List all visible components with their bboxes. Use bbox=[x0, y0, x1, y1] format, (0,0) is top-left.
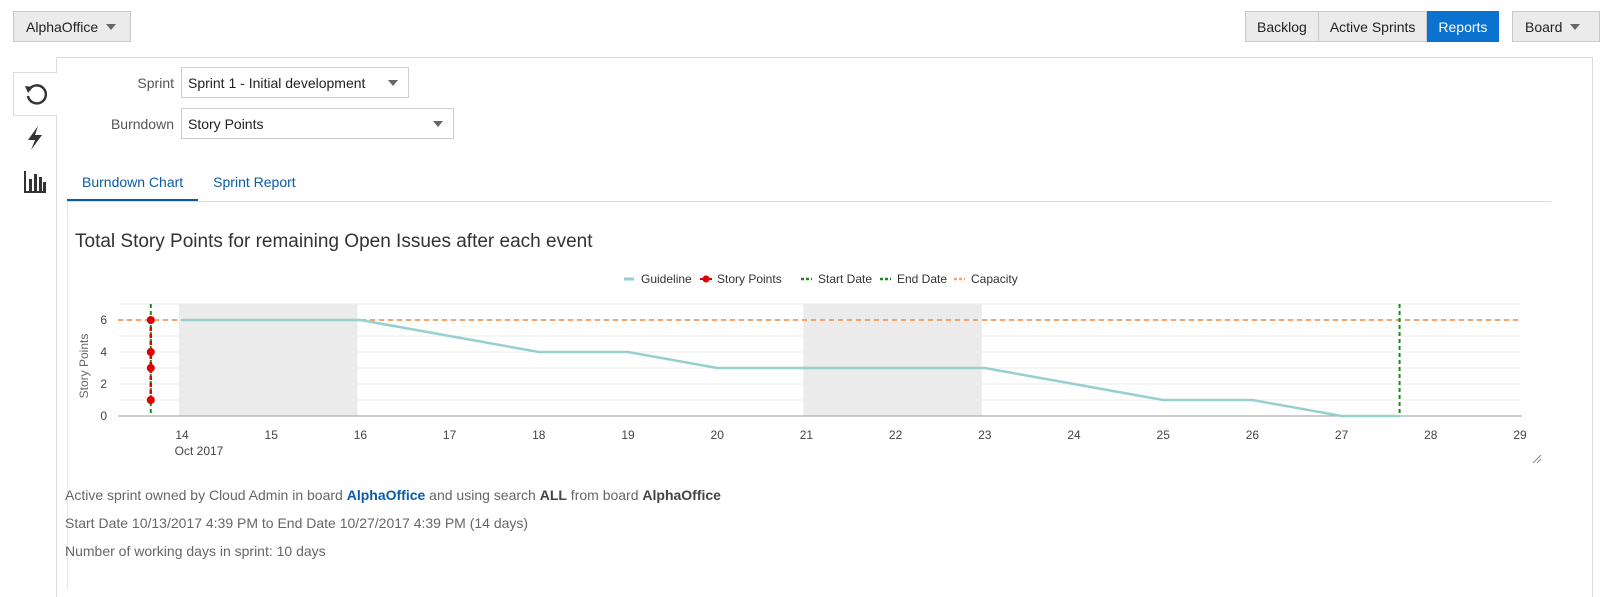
chevron-down-icon bbox=[433, 121, 443, 127]
chevron-down-icon bbox=[1570, 23, 1581, 30]
x-tick-label: 22 bbox=[889, 428, 903, 442]
y-tick-label: 4 bbox=[100, 345, 107, 359]
board-button[interactable]: Board bbox=[1512, 11, 1600, 42]
sprint-dates-info: Start Date 10/13/2017 4:39 PM to End Dat… bbox=[65, 515, 529, 531]
legend-label: Story Points bbox=[717, 272, 782, 286]
resize-handle-icon bbox=[1532, 454, 1542, 464]
nav-tabs: Backlog Active Sprints Reports bbox=[1245, 11, 1500, 42]
guideline-series bbox=[182, 318, 1400, 418]
x-tick-label: 25 bbox=[1157, 428, 1171, 442]
x-tick-label: 23 bbox=[978, 428, 992, 442]
sidebar-item-reports[interactable] bbox=[13, 160, 57, 204]
x-tick-label: 15 bbox=[265, 428, 279, 442]
chart-title: Total Story Points for remaining Open Is… bbox=[75, 231, 593, 252]
tabs-divider bbox=[67, 201, 1551, 202]
story-points-marker bbox=[146, 364, 155, 372]
report-panel bbox=[56, 57, 1593, 597]
tab-burndown-chart[interactable]: Burndown Chart bbox=[67, 166, 199, 202]
working-days-info: Number of working days in sprint: 10 day… bbox=[65, 543, 326, 559]
y-tick-label: 6 bbox=[100, 313, 107, 327]
chevron-down-icon bbox=[388, 80, 398, 86]
legend-label: Start Date bbox=[818, 272, 872, 286]
search-name: ALL bbox=[539, 487, 567, 503]
non-working-band bbox=[179, 304, 358, 416]
burndown-select-value: Story Points bbox=[188, 115, 264, 132]
tab-reports[interactable]: Reports bbox=[1427, 11, 1500, 42]
x-axis-sublabel: Oct 2017 bbox=[175, 444, 224, 458]
y-tick-label: 0 bbox=[100, 409, 107, 423]
legend-label: End Date bbox=[897, 272, 947, 286]
x-tick-label: 17 bbox=[443, 428, 457, 442]
app-switcher-label: AlphaOffice bbox=[26, 18, 99, 35]
sidebar-item-burndown[interactable] bbox=[13, 72, 57, 116]
sprint-select-value: Sprint 1 - Initial development bbox=[188, 74, 366, 91]
sprint-owner-info: Active sprint owned by Cloud Admin in bo… bbox=[65, 487, 721, 503]
legend-swatch-dot bbox=[702, 275, 710, 283]
tab-backlog[interactable]: Backlog bbox=[1245, 11, 1319, 42]
bar-chart-icon bbox=[24, 171, 46, 193]
tab-active-sprints[interactable]: Active Sprints bbox=[1318, 11, 1428, 42]
x-tick-label: 18 bbox=[532, 428, 546, 442]
story-points-marker bbox=[146, 348, 155, 356]
y-tick-label: 2 bbox=[100, 377, 107, 391]
info-prefix: Active sprint owned by Cloud Admin in bo… bbox=[65, 487, 347, 503]
legend-label: Guideline bbox=[641, 272, 692, 286]
sprint-label: Sprint bbox=[137, 75, 174, 91]
burndown-select[interactable]: Story Points bbox=[181, 108, 454, 139]
x-tick-label: 19 bbox=[621, 428, 635, 442]
info-from: from board bbox=[566, 487, 643, 503]
x-tick-label: 27 bbox=[1335, 428, 1349, 442]
sidebar-item-activity[interactable] bbox=[13, 116, 57, 160]
x-tick-label: 20 bbox=[711, 428, 725, 442]
board-label: Board bbox=[1525, 18, 1563, 35]
x-tick-label: 28 bbox=[1424, 428, 1438, 442]
x-tick-label: 24 bbox=[1067, 428, 1081, 442]
x-tick-label: 29 bbox=[1513, 428, 1527, 442]
board-name: AlphaOffice bbox=[642, 487, 721, 503]
story-points-marker bbox=[146, 396, 155, 404]
chevron-down-icon bbox=[106, 23, 117, 30]
info-mid: and using search bbox=[425, 487, 540, 503]
non-working-band bbox=[803, 304, 982, 416]
x-tick-label: 14 bbox=[175, 428, 189, 442]
app-switcher-button[interactable]: AlphaOffice bbox=[13, 11, 131, 42]
x-tick-label: 26 bbox=[1246, 428, 1260, 442]
tab-sprint-report[interactable]: Sprint Report bbox=[213, 174, 296, 190]
burndown-label: Burndown bbox=[110, 116, 174, 132]
x-tick-label: 21 bbox=[800, 428, 814, 442]
report-tabs: Burndown Chart Sprint Report bbox=[67, 166, 311, 202]
x-tick-label: 16 bbox=[354, 428, 368, 442]
lightning-icon bbox=[28, 126, 42, 150]
sprint-select[interactable]: Sprint 1 - Initial development bbox=[181, 67, 409, 98]
story-points-marker bbox=[146, 316, 155, 324]
legend-label: Capacity bbox=[971, 272, 1018, 286]
board-link[interactable]: AlphaOffice bbox=[346, 487, 426, 503]
content-border bbox=[67, 201, 68, 590]
y-axis-label: Story Points bbox=[77, 334, 91, 399]
refresh-icon bbox=[24, 84, 47, 105]
